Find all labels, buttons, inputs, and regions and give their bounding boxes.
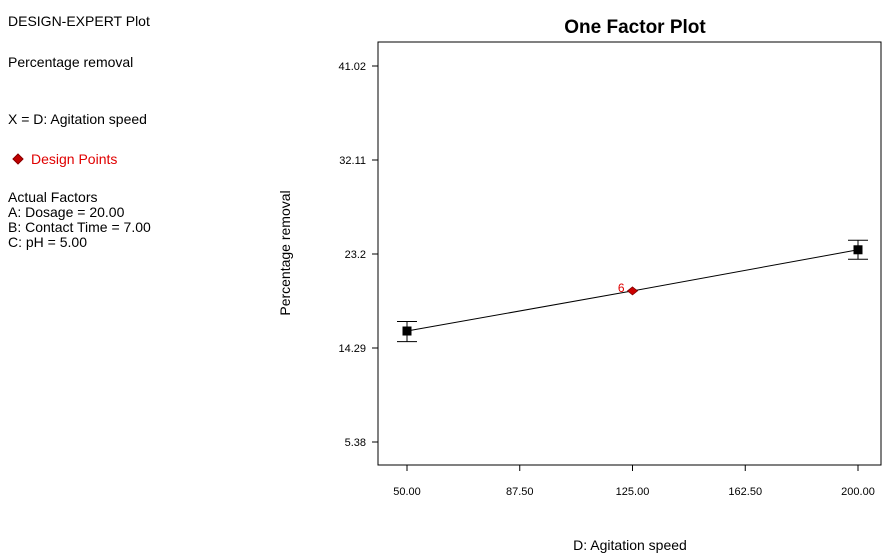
response-name: Percentage removal (8, 54, 134, 70)
design-point-0 (626, 286, 639, 296)
x-tick-label-3: 162.50 (728, 486, 762, 498)
y-axis-label: Percentage removal (277, 190, 293, 315)
y-tick-label-2: 23.2 (345, 249, 366, 261)
y-tick-label-0: 5.38 (345, 437, 366, 449)
actual-factors: Actual Factors A: Dosage = 20.00 B: Cont… (8, 190, 151, 250)
y-tick-label-1: 14.29 (338, 343, 366, 355)
actual-factors-heading: Actual Factors (8, 189, 98, 205)
app-title: DESIGN-EXPERT Plot (8, 13, 150, 29)
point-marker-1 (853, 245, 863, 255)
design-point-label-0: 6 (618, 281, 625, 295)
y-tick-label-3: 32.11 (339, 155, 366, 167)
design-points-label: Design Points (31, 151, 118, 167)
point-marker-0 (402, 326, 412, 336)
chart-title: One Factor Plot (564, 17, 706, 38)
x-axis-label: D: Agitation speed (573, 537, 687, 553)
y-tick-label-4: 41.02 (338, 61, 366, 73)
x-tick-label-4: 200.00 (841, 486, 875, 498)
plot-frame (377, 41, 882, 466)
x-tick-label-0: 50.00 (393, 486, 421, 498)
x-tick-label-1: 87.50 (506, 486, 534, 498)
actual-factor-ph: C: pH = 5.00 (8, 234, 87, 250)
x-factor-label: X = D: Agitation speed (8, 111, 147, 127)
x-tick-label-2: 125.00 (616, 486, 650, 498)
actual-factor-contact-time: B: Contact Time = 7.00 (8, 219, 151, 235)
design-points-legend: Design Points (8, 151, 117, 167)
actual-factor-dosage: A: Dosage = 20.00 (8, 204, 125, 220)
